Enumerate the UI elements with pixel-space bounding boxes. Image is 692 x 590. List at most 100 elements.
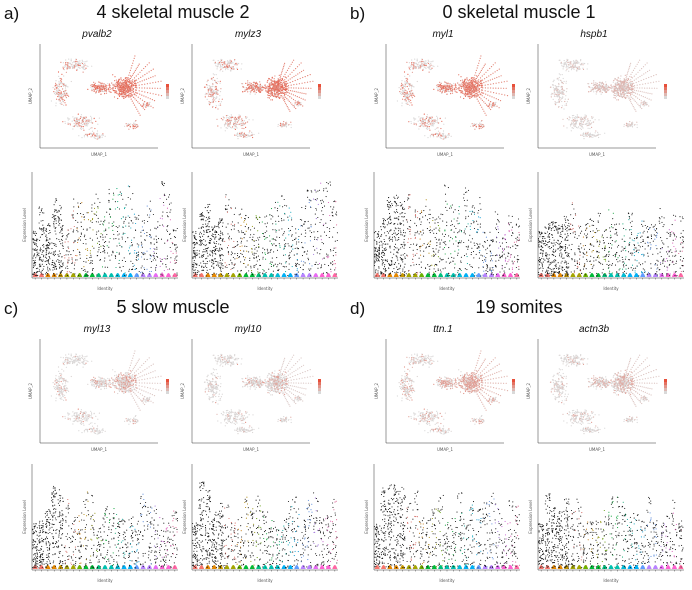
umap-cell-point [93, 117, 95, 119]
umap-cell-point [96, 90, 98, 92]
violin-point [85, 248, 87, 250]
violin-point [68, 251, 70, 253]
umap-cell-point [130, 94, 133, 96]
violin-point [73, 242, 75, 244]
umap-cell-point [239, 131, 241, 133]
violin-point [200, 241, 202, 243]
umap-cell-point [231, 127, 233, 129]
umap-cell-point [90, 119, 92, 122]
umap-cell-point [150, 69, 152, 72]
violin-point [279, 262, 281, 264]
violin-point [52, 266, 54, 269]
violin-point [330, 263, 332, 265]
violin-point [231, 252, 234, 254]
violin-point [36, 240, 38, 242]
umap-cell-point [477, 87, 479, 89]
umap-cell-point [148, 104, 150, 106]
umap-cell-point [463, 85, 465, 87]
violin-point [233, 267, 235, 269]
violin-point [254, 265, 256, 267]
violin-point [251, 274, 254, 276]
umap-cell-point [125, 87, 127, 89]
violin-shape [165, 273, 172, 277]
x-axis-label: UMAP_1 [437, 152, 454, 157]
umap-cell-point [153, 100, 156, 102]
umap-cell-point [93, 87, 96, 89]
umap-cell-point [238, 134, 241, 136]
umap-cell-point [130, 67, 132, 69]
violin-point [193, 250, 195, 252]
violin-point [143, 254, 145, 256]
umap-cell-point [227, 68, 229, 70]
violin-point [66, 235, 68, 237]
panel-title: 0 skeletal muscle 1 [442, 2, 596, 22]
umap-cell-point [265, 90, 267, 92]
violin-point [222, 267, 224, 269]
violin-point [118, 238, 120, 240]
violin-point [44, 256, 46, 258]
umap-cell-point [452, 85, 454, 87]
violin-point [211, 250, 213, 252]
umap-cell-point [124, 88, 126, 90]
violin-point [200, 239, 202, 241]
umap-cell-point [92, 89, 94, 91]
umap-cell-point [63, 90, 65, 93]
violin-point [206, 271, 208, 274]
umap-cell-point [234, 64, 237, 66]
umap-cell-point [130, 86, 132, 88]
violin-point [324, 263, 326, 265]
umap-cell-point [115, 82, 117, 84]
violin-point [85, 261, 87, 263]
umap-cell-point [450, 85, 452, 87]
violin-point [258, 222, 261, 224]
umap-cell-point [135, 106, 137, 108]
violin-point [211, 274, 213, 276]
violin-point [35, 262, 37, 264]
violin-point [68, 259, 70, 261]
violin-point [271, 257, 273, 259]
umap-cell-point [98, 86, 101, 88]
umap-cell-point [144, 74, 146, 76]
violin-point [176, 255, 178, 257]
violin-point [166, 198, 168, 200]
umap-cell-point [58, 100, 60, 102]
violin-shape [121, 273, 127, 277]
umap-cell-point [94, 134, 96, 136]
umap-cell-point [130, 81, 132, 83]
umap-cell-point [152, 76, 154, 78]
violin-point [92, 217, 94, 220]
violin-point [152, 259, 154, 261]
violin-point [230, 238, 232, 240]
umap-cell-point [88, 133, 91, 135]
umap-cell-point [249, 130, 251, 132]
violin-point [195, 231, 197, 233]
violin-shape [172, 273, 178, 277]
violin-point [149, 273, 151, 275]
violin-point [89, 250, 91, 252]
violin-point [201, 242, 203, 244]
violin-point [201, 266, 203, 268]
violin-point [150, 236, 152, 238]
umap-cell-point [266, 87, 268, 89]
violin-point [37, 274, 39, 276]
umap-cell-point [449, 91, 451, 93]
umap-cell-point [132, 73, 134, 75]
umap-cell-point [219, 66, 221, 68]
violin-point [67, 233, 69, 236]
violin-point [192, 264, 195, 266]
violin-point [248, 251, 250, 253]
violin-point [269, 214, 271, 216]
violin-point [60, 271, 62, 273]
violin-point [198, 264, 200, 266]
violin-point [199, 213, 201, 215]
umap-cell-point [407, 82, 409, 84]
umap-cell-point [218, 63, 220, 65]
umap-cell-point [124, 79, 126, 81]
violin-point [241, 253, 243, 255]
violin-point [45, 227, 47, 229]
umap-cell-point [121, 80, 123, 82]
violin-point [256, 256, 258, 258]
umap-cell-point [119, 78, 121, 80]
